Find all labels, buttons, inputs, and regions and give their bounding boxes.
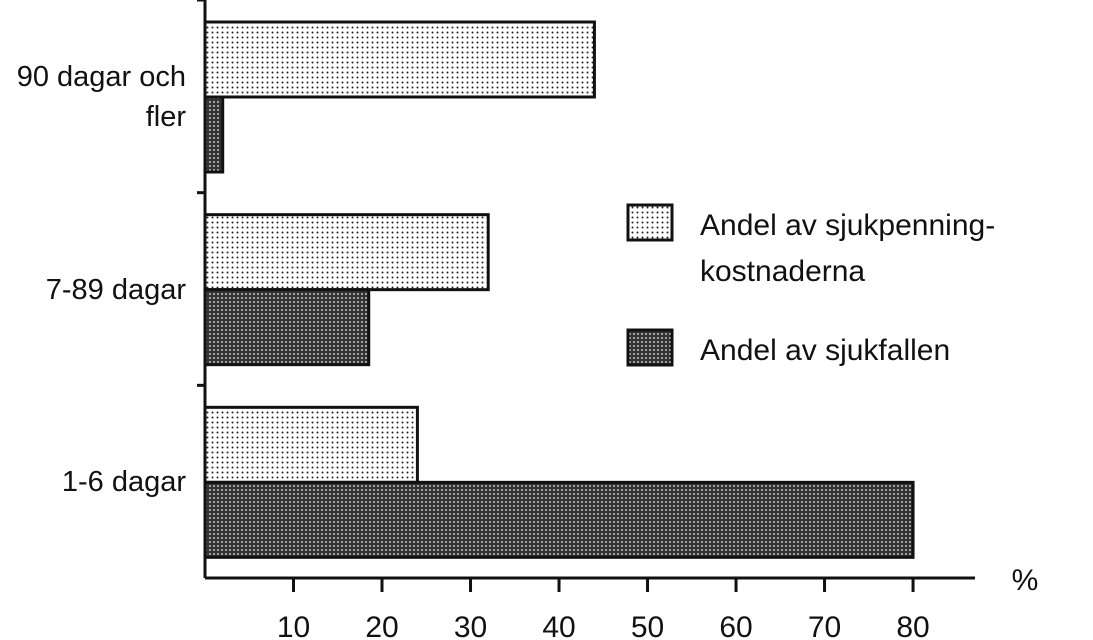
x-tick-label: 50	[631, 611, 664, 640]
bar	[203, 20, 596, 99]
category-label: 90 dagar och fler	[16, 61, 186, 133]
category-label: 1-6 dagar	[61, 466, 186, 499]
legend-swatch	[626, 203, 674, 242]
x-tick-label: 60	[719, 611, 752, 640]
legend-label: Andel av sjukpenning-kostnaderna	[700, 209, 995, 288]
bar	[203, 95, 225, 174]
x-tick-label: 70	[808, 611, 841, 640]
bar	[203, 213, 490, 292]
bar	[203, 480, 915, 559]
category-label: 7-89 dagar	[45, 273, 186, 306]
x-tick-label: 40	[542, 611, 575, 640]
x-tick-label: 10	[277, 611, 310, 640]
legend-swatch	[626, 328, 674, 367]
bar	[203, 405, 419, 484]
x-tick-label: 30	[454, 611, 487, 640]
x-tick-label: 80	[896, 611, 929, 640]
legend-label: Andel av sjukfallen	[700, 334, 950, 367]
x-tick-label: 20	[365, 611, 398, 640]
x-axis-label: %	[1012, 564, 1039, 597]
bar	[203, 288, 371, 367]
